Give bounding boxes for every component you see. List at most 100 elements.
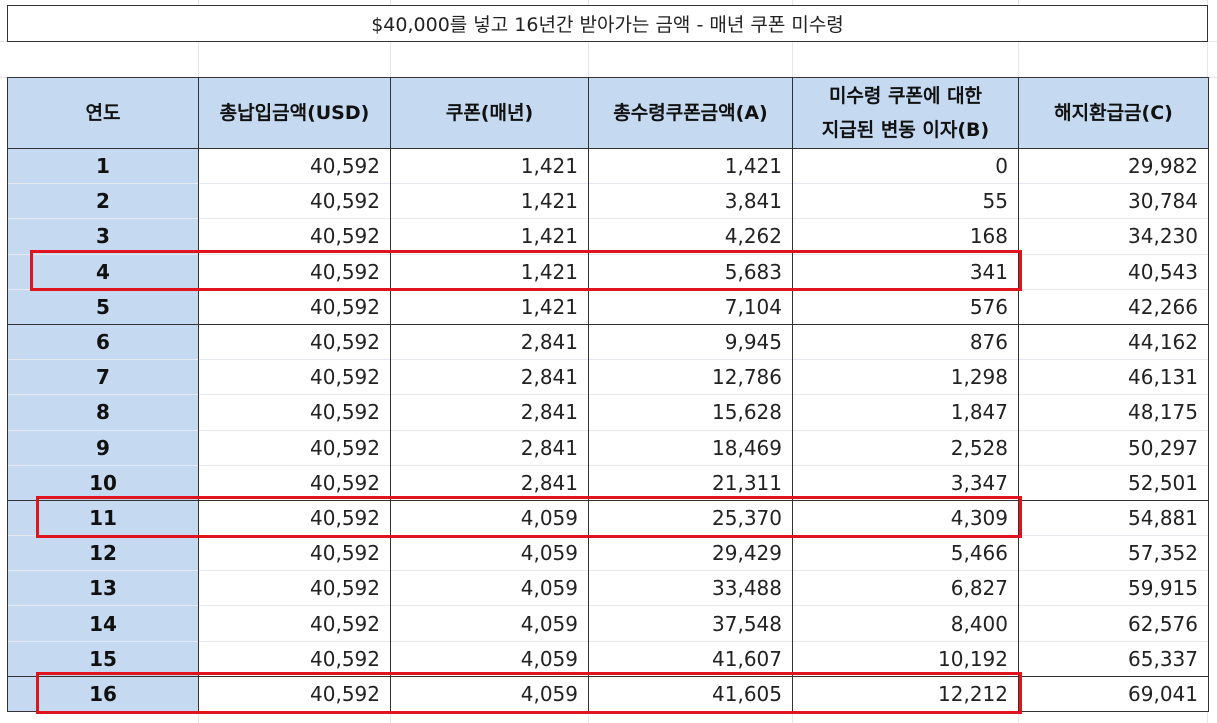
interest-b-cell[interactable]: 0	[792, 147, 1019, 184]
total-coupon-a-cell[interactable]: 21,311	[588, 464, 793, 501]
total-paid-cell[interactable]: 40,592	[198, 147, 391, 184]
total-coupon-a-cell[interactable]: 5,683	[588, 253, 793, 290]
interest-b-cell[interactable]: 10,192	[792, 640, 1019, 677]
total-coupon-a-cell[interactable]: 12,786	[588, 359, 793, 395]
surrender-c-cell[interactable]: 54,881	[1018, 499, 1209, 536]
coupon-cell[interactable]: 2,841	[390, 323, 589, 360]
coupon-cell[interactable]: 2,841	[390, 394, 589, 430]
surrender-c-cell[interactable]: 52,501	[1018, 464, 1209, 501]
interest-b-cell[interactable]: 12,212	[792, 675, 1019, 713]
surrender-c-cell[interactable]: 46,131	[1018, 359, 1209, 395]
total-paid-cell[interactable]: 40,592	[198, 323, 391, 360]
surrender-c-cell[interactable]: 59,915	[1018, 570, 1209, 606]
year-cell[interactable]: 9	[7, 429, 199, 466]
total-coupon-a-cell[interactable]: 3,841	[588, 183, 793, 219]
interest-b-cell[interactable]: 4,309	[792, 499, 1019, 536]
total-coupon-a-cell[interactable]: 4,262	[588, 218, 793, 255]
year-cell[interactable]: 1	[7, 147, 199, 184]
total-coupon-a-cell[interactable]: 1,421	[588, 147, 793, 184]
total-paid-cell[interactable]: 40,592	[198, 640, 391, 677]
interest-b-cell[interactable]: 168	[792, 218, 1019, 255]
coupon-cell[interactable]: 1,421	[390, 218, 589, 255]
col-header-total-paid[interactable]: 총납입금액(USD)	[198, 77, 391, 149]
year-cell[interactable]: 4	[7, 253, 199, 290]
interest-b-cell[interactable]: 3,347	[792, 464, 1019, 501]
surrender-c-cell[interactable]: 65,337	[1018, 640, 1209, 677]
surrender-c-cell[interactable]: 29,982	[1018, 147, 1209, 184]
coupon-cell[interactable]: 1,421	[390, 183, 589, 219]
interest-b-cell[interactable]: 341	[792, 253, 1019, 290]
surrender-c-cell[interactable]: 48,175	[1018, 394, 1209, 430]
total-paid-cell[interactable]: 40,592	[198, 570, 391, 606]
total-coupon-a-cell[interactable]: 41,607	[588, 640, 793, 677]
year-cell[interactable]: 11	[7, 499, 199, 536]
year-cell[interactable]: 7	[7, 359, 199, 395]
total-paid-cell[interactable]: 40,592	[198, 464, 391, 501]
surrender-c-cell[interactable]: 50,297	[1018, 429, 1209, 466]
year-cell[interactable]: 2	[7, 183, 199, 219]
coupon-cell[interactable]: 4,059	[390, 640, 589, 677]
year-cell[interactable]: 16	[7, 675, 199, 713]
interest-b-cell[interactable]: 576	[792, 288, 1019, 325]
year-cell[interactable]: 15	[7, 640, 199, 677]
coupon-cell[interactable]: 4,059	[390, 535, 589, 571]
total-coupon-a-cell[interactable]: 7,104	[588, 288, 793, 325]
surrender-c-cell[interactable]: 42,266	[1018, 288, 1209, 325]
col-header-coupon[interactable]: 쿠폰(매년)	[390, 77, 589, 149]
total-paid-cell[interactable]: 40,592	[198, 675, 391, 713]
coupon-cell[interactable]: 1,421	[390, 147, 589, 184]
year-cell[interactable]: 8	[7, 394, 199, 430]
surrender-c-cell[interactable]: 69,041	[1018, 675, 1209, 713]
interest-b-cell[interactable]: 876	[792, 323, 1019, 360]
total-coupon-a-cell[interactable]: 33,488	[588, 570, 793, 606]
total-paid-cell[interactable]: 40,592	[198, 359, 391, 395]
year-cell[interactable]: 5	[7, 288, 199, 325]
coupon-cell[interactable]: 1,421	[390, 253, 589, 290]
total-paid-cell[interactable]: 40,592	[198, 394, 391, 430]
coupon-cell[interactable]: 4,059	[390, 605, 589, 642]
total-paid-cell[interactable]: 40,592	[198, 218, 391, 255]
total-coupon-a-cell[interactable]: 37,548	[588, 605, 793, 642]
coupon-cell[interactable]: 2,841	[390, 464, 589, 501]
coupon-cell[interactable]: 4,059	[390, 570, 589, 606]
total-paid-cell[interactable]: 40,592	[198, 605, 391, 642]
total-coupon-a-cell[interactable]: 41,605	[588, 675, 793, 713]
total-coupon-a-cell[interactable]: 25,370	[588, 499, 793, 536]
col-header-year[interactable]: 연도	[7, 77, 199, 149]
surrender-c-cell[interactable]: 40,543	[1018, 253, 1209, 290]
interest-b-cell[interactable]: 6,827	[792, 570, 1019, 606]
coupon-cell[interactable]: 2,841	[390, 429, 589, 466]
interest-b-cell[interactable]: 55	[792, 183, 1019, 219]
interest-b-cell[interactable]: 1,847	[792, 394, 1019, 430]
total-paid-cell[interactable]: 40,592	[198, 288, 391, 325]
coupon-cell[interactable]: 2,841	[390, 359, 589, 395]
year-cell[interactable]: 12	[7, 535, 199, 571]
coupon-cell[interactable]: 4,059	[390, 675, 589, 713]
interest-b-cell[interactable]: 2,528	[792, 429, 1019, 466]
total-paid-cell[interactable]: 40,592	[198, 429, 391, 466]
total-paid-cell[interactable]: 40,592	[198, 535, 391, 571]
coupon-cell[interactable]: 4,059	[390, 499, 589, 536]
interest-b-cell[interactable]: 5,466	[792, 535, 1019, 571]
year-cell[interactable]: 10	[7, 464, 199, 501]
year-cell[interactable]: 13	[7, 570, 199, 606]
total-paid-cell[interactable]: 40,592	[198, 253, 391, 290]
surrender-c-cell[interactable]: 44,162	[1018, 323, 1209, 360]
surrender-c-cell[interactable]: 57,352	[1018, 535, 1209, 571]
coupon-cell[interactable]: 1,421	[390, 288, 589, 325]
total-coupon-a-cell[interactable]: 29,429	[588, 535, 793, 571]
interest-b-cell[interactable]: 1,298	[792, 359, 1019, 395]
col-header-total-coupon-a[interactable]: 총수령쿠폰금액(A)	[588, 77, 793, 149]
surrender-c-cell[interactable]: 62,576	[1018, 605, 1209, 642]
year-cell[interactable]: 14	[7, 605, 199, 642]
col-header-interest-b[interactable]: 미수령 쿠폰에 대한 지급된 변동 이자(B)	[792, 77, 1019, 149]
total-coupon-a-cell[interactable]: 18,469	[588, 429, 793, 466]
year-cell[interactable]: 3	[7, 218, 199, 255]
interest-b-cell[interactable]: 8,400	[792, 605, 1019, 642]
surrender-c-cell[interactable]: 34,230	[1018, 218, 1209, 255]
surrender-c-cell[interactable]: 30,784	[1018, 183, 1209, 219]
total-coupon-a-cell[interactable]: 15,628	[588, 394, 793, 430]
total-coupon-a-cell[interactable]: 9,945	[588, 323, 793, 360]
total-paid-cell[interactable]: 40,592	[198, 183, 391, 219]
year-cell[interactable]: 6	[7, 323, 199, 360]
